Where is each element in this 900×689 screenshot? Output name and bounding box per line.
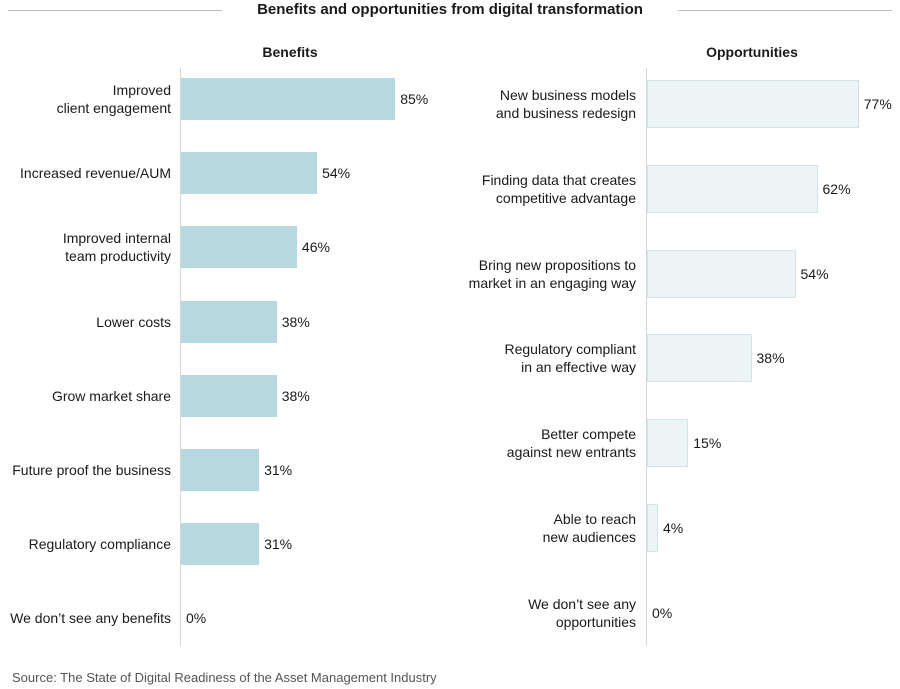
opportunities-bar — [647, 419, 689, 468]
opportunities-panel-title: Opportunities — [706, 44, 798, 60]
benefits-value-label: 85% — [400, 91, 429, 107]
benefits-bar — [181, 523, 260, 566]
benefits-bar — [181, 152, 318, 195]
benefits-axis-line — [180, 68, 181, 646]
benefits-category-label: Lower costs — [96, 313, 171, 330]
benefits-bar — [181, 78, 396, 120]
opportunities-value-label: 62% — [822, 180, 851, 197]
benefits-category-label: Future proof the business — [12, 462, 171, 478]
title-rule-right — [678, 10, 892, 11]
opportunities-category-label: Bring new propositions to market in an en… — [468, 256, 636, 291]
benefits-value-label: 54% — [322, 165, 351, 182]
benefits-category-label: Improved client engagement — [56, 82, 171, 116]
benefits-value-label: 31% — [264, 536, 293, 553]
benefits-category-label: Increased revenue/AUM — [20, 165, 171, 182]
benefits-value-label: 38% — [281, 313, 310, 330]
benefits-value-label: 46% — [301, 239, 330, 256]
opportunities-value-label: 38% — [756, 350, 785, 367]
opportunities-bar — [647, 504, 658, 552]
opportunities-value-label: 15% — [693, 435, 722, 452]
opportunities-bar — [647, 334, 752, 383]
opportunities-category-label: Able to reach new audiences — [542, 511, 636, 545]
opportunities-bar — [647, 164, 818, 213]
benefits-value-label: 0% — [186, 610, 207, 627]
benefits-category-label: Improved internal team productivity — [62, 230, 171, 265]
benefits-bar — [181, 374, 277, 417]
source-note: Source: The State of Digital Readiness o… — [12, 670, 437, 685]
benefits-value-label: 31% — [264, 462, 293, 478]
opportunities-value-label: 0% — [652, 604, 673, 621]
opportunities-bar — [647, 249, 796, 298]
opportunities-value-label: 4% — [663, 520, 684, 536]
opportunities-category-label: New business models and business redesign — [495, 87, 636, 121]
opportunities-category-label: Regulatory compliant in an effective way — [504, 341, 636, 376]
benefits-category-label: We don’t see any benefits — [10, 610, 171, 627]
chart-title: Benefits and opportunities from digital … — [257, 1, 643, 18]
chart-title-bar: Benefits and opportunities from digital … — [0, 0, 900, 24]
benefits-panel-title: Benefits — [262, 44, 318, 60]
benefits-bar — [181, 226, 297, 269]
opportunities-category-label: Finding data that creates competitive adv… — [481, 171, 636, 206]
opportunities-category-label: We don’t see any opportunities — [528, 595, 636, 630]
opportunities-category-label: Better compete against new entrants — [506, 426, 636, 461]
benefits-value-label: 38% — [281, 387, 310, 404]
opportunities-bar — [647, 80, 859, 128]
benefits-bar — [181, 449, 260, 491]
opportunities-axis-line — [646, 68, 647, 646]
benefits-bar — [181, 300, 277, 343]
title-rule-left — [8, 10, 222, 11]
benefits-category-label: Regulatory compliance — [28, 536, 171, 553]
benefits-category-label: Grow market share — [51, 387, 171, 404]
opportunities-value-label: 54% — [800, 265, 829, 282]
opportunities-value-label: 77% — [863, 96, 892, 112]
